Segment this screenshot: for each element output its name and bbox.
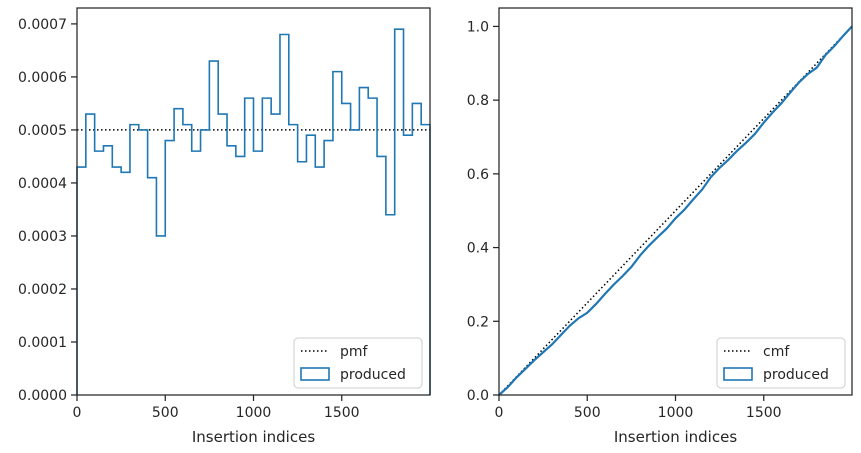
- y-tick-label: 0.4: [467, 241, 489, 257]
- legend: pmf produced: [293, 337, 423, 389]
- y-tick-label: 0.6: [467, 167, 489, 183]
- series-produced-line: [498, 25, 853, 396]
- y-tick-label: 1.0: [467, 19, 489, 35]
- y-tick-label: 0.0: [467, 388, 489, 404]
- legend: cmf produced: [716, 337, 846, 389]
- legend-label-produced: produced: [340, 367, 406, 383]
- y-tick-label: 0.0005: [18, 123, 67, 139]
- y-tick-label: 0.0006: [18, 70, 67, 86]
- legend-swatch-produced: [723, 367, 753, 381]
- x-tick-label: 1000: [658, 405, 694, 421]
- y-tick-label: 0.0001: [18, 335, 67, 351]
- right-cumulative-chart: 0 500 1000 1500 0.0 0.2 0.4 0.6 0.8 1.0 Insertion …: [467, 7, 853, 446]
- legend-label-cmf: cmf: [763, 344, 790, 360]
- y-tick-label: 0.0003: [18, 229, 67, 245]
- y-tick-label: 0.2: [467, 314, 489, 330]
- y-tick-label: 0.0007: [18, 17, 67, 33]
- x-tick-label: 1000: [236, 405, 272, 421]
- y-tick-label: 0.0002: [18, 282, 67, 298]
- legend-label-produced: produced: [763, 367, 829, 383]
- x-tick-label: 500: [152, 405, 179, 421]
- legend-swatch-produced: [300, 367, 330, 381]
- legend-label-pmf: pmf: [340, 344, 369, 360]
- y-tick-label: 0.0004: [18, 176, 67, 192]
- x-axis-title: Insertion indices: [614, 428, 737, 446]
- left-histogram-chart: 0 500 1000 1500 0.0000 0.0001 0.0002 0.0003 0.00…: [18, 7, 431, 446]
- x-tick-label: 1500: [746, 405, 782, 421]
- series-produced-histogram-step: [76, 28, 431, 395]
- x-tick-label: 1500: [324, 405, 360, 421]
- x-tick-label: 500: [574, 405, 601, 421]
- y-tick-label: 0.0000: [18, 388, 67, 404]
- x-axis-title: Insertion indices: [192, 428, 315, 446]
- y-tick-label: 0.8: [467, 93, 489, 109]
- x-tick-label: 0: [73, 405, 82, 421]
- x-tick-label: 0: [495, 405, 504, 421]
